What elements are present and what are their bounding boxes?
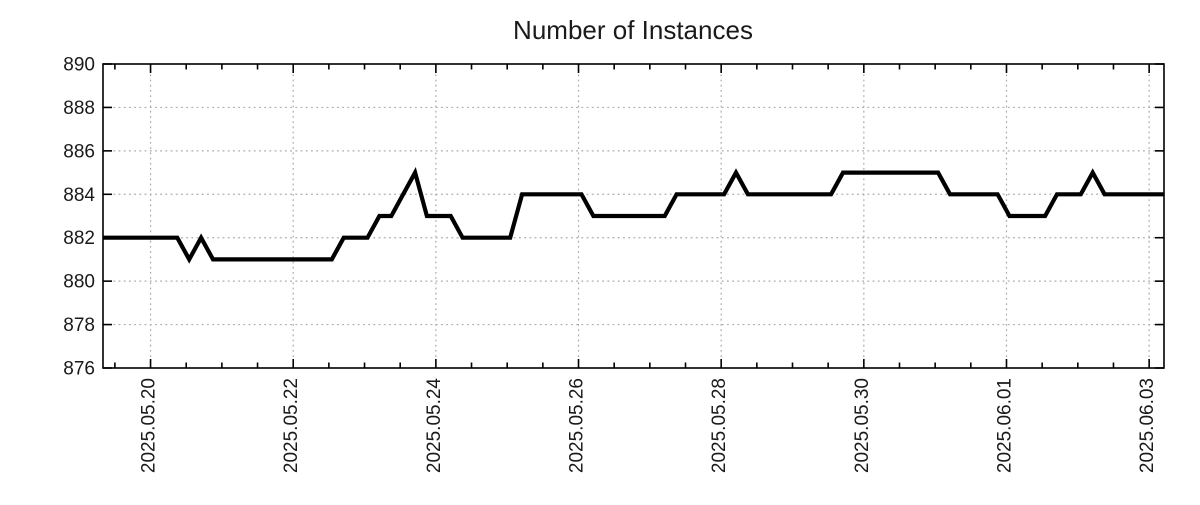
y-tick-label-890: 890	[63, 55, 95, 76]
y-tick-label-880: 880	[63, 272, 95, 293]
x-tick-label-2025.05.24: 2025.05.24	[424, 378, 445, 474]
x-tick-label-2025.05.26: 2025.05.26	[567, 378, 588, 473]
y-tick-label-878: 878	[63, 315, 95, 336]
y-axis-tick-labels: 876 878 880 882 884 886 888 890	[63, 55, 95, 380]
grid-lines	[103, 64, 1164, 368]
x-tick-label-2025.06.03: 2025.06.03	[1137, 378, 1158, 473]
y-tick-label-876: 876	[63, 359, 95, 380]
x-axis-tick-labels: 2025.05.20 2025.05.22 2025.05.24 2025.05.26…	[139, 378, 1159, 474]
y-tick-label-884: 884	[63, 185, 95, 206]
x-tick-label-2025.05.28: 2025.05.28	[709, 378, 730, 473]
x-tick-label-2025.05.30: 2025.05.30	[852, 378, 873, 473]
y-tick-label-882: 882	[63, 228, 95, 249]
x-tick-label-2025.05.20: 2025.05.20	[139, 378, 160, 473]
x-tick-label-2025.06.01: 2025.06.01	[994, 378, 1015, 473]
y-tick-label-886: 886	[63, 141, 95, 162]
x-tick-label-2025.05.22: 2025.05.22	[281, 378, 302, 473]
plot-border	[102, 63, 1165, 369]
series-line	[103, 167, 1164, 264]
chart-title: Number of Instances	[513, 15, 753, 45]
y-tick-label-888: 888	[63, 98, 95, 119]
